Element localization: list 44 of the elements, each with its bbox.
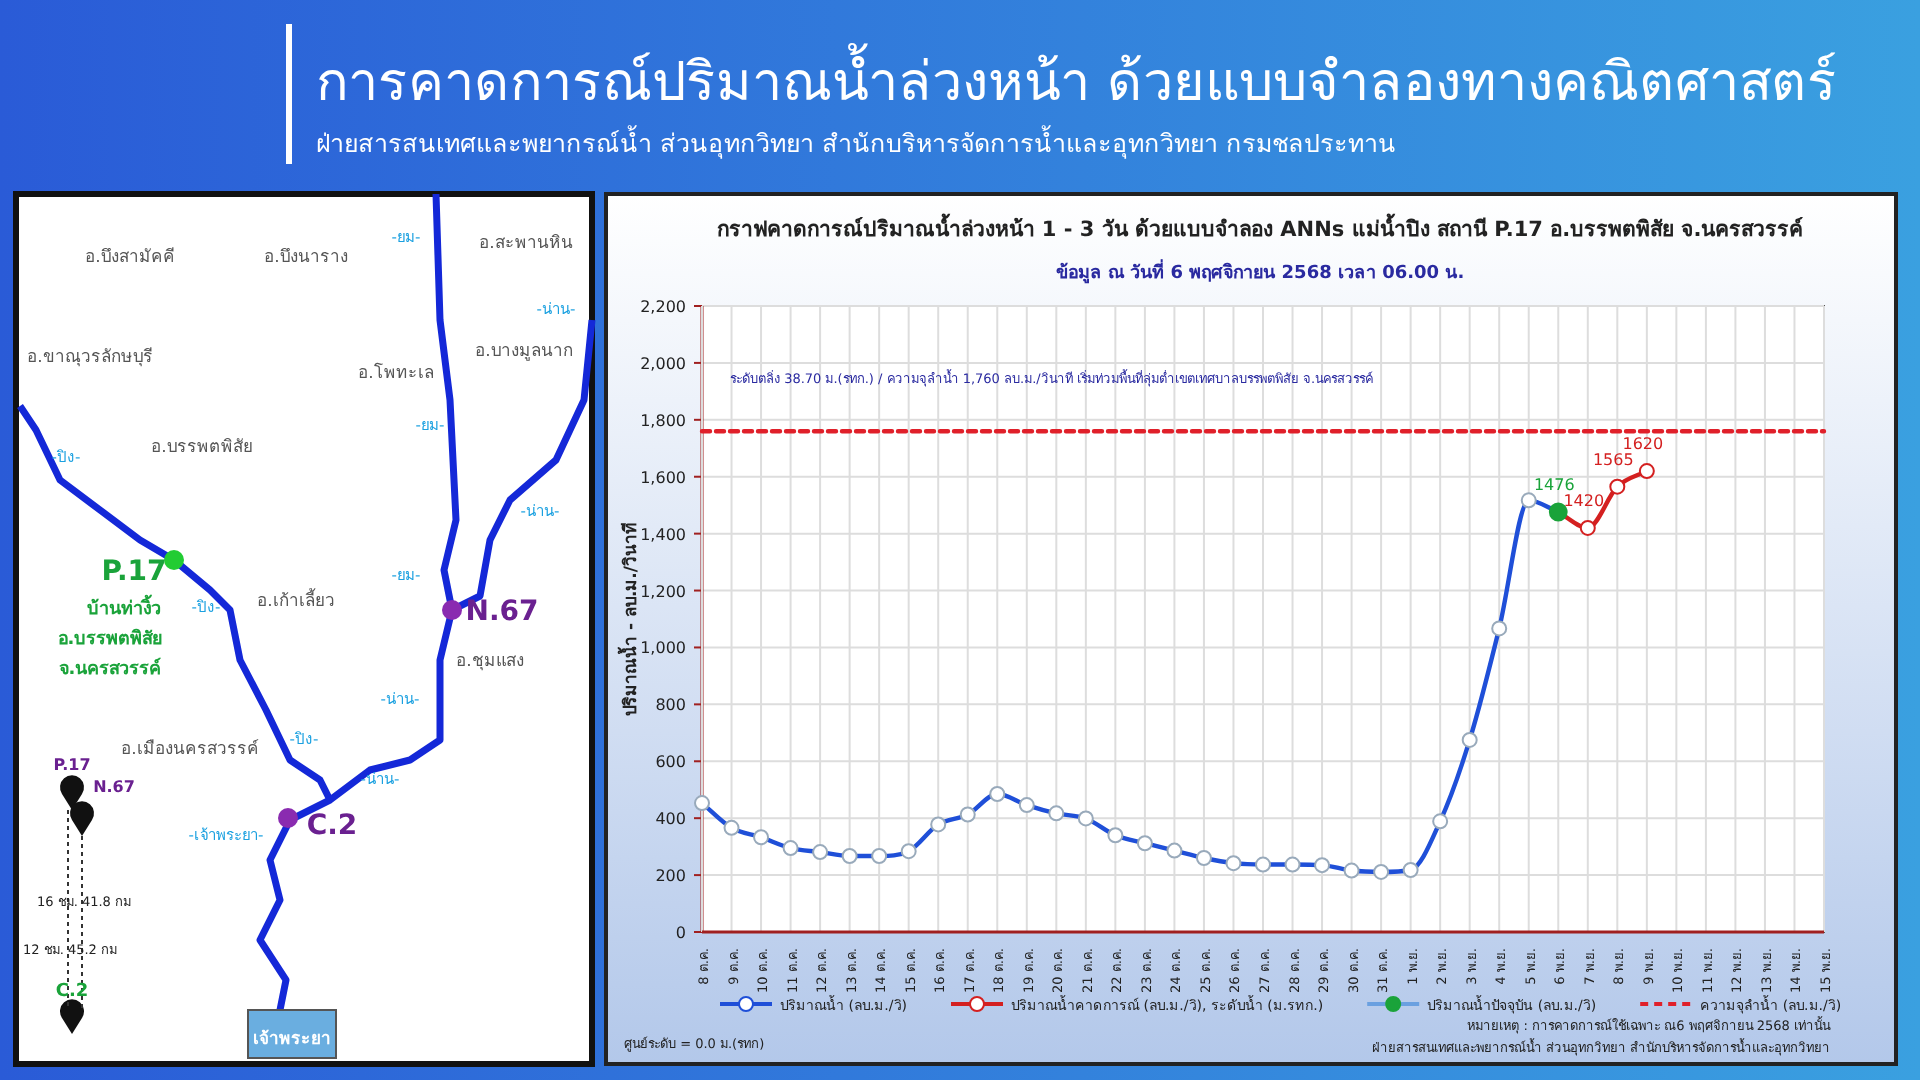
text: จ.นครสวรรค์ (58, 656, 162, 680)
y-tick-label: 800 (655, 696, 686, 715)
chart-title: กราฟคาดการณ์ปริมาณน้ำล่วงหน้า 1 - 3 วัน ด้วยแบบจำลอง ANNs แม่น้ำปิง สถานี P.17 อ.บรรพตพิสัย จ.นครสวรรค์ (716, 212, 1804, 242)
y-tick-label: 400 (655, 810, 686, 829)
data-label: 1476 (1533, 476, 1575, 495)
y-tick-label: 2,200 (640, 298, 686, 316)
text: อ.ขาณุวรลักษบุรี (27, 346, 153, 368)
chart-subtitle: ข้อมูล ณ วันที่ 6 พฤศจิกายน 2568 เวลา 06.00 น. (1055, 258, 1465, 284)
text: การคาดการณ์ปริมาณน้ำล่วงหน้า ด้วยแบบจำลองทางคณิตศาสตร์ (316, 42, 1838, 114)
text: อ.บางมูลนาก (475, 342, 573, 362)
text: อ.เมืองนครสวรรค์ (121, 738, 259, 760)
data-label: 1565 (1592, 450, 1634, 469)
text: บ้านท่างิ้ว (87, 594, 161, 620)
point (1579, 519, 1596, 536)
point (1638, 463, 1655, 480)
y-tick-label: 1,400 (640, 525, 686, 544)
y-tick-label: 1,200 (640, 582, 686, 601)
y-tick-label: 1,800 (640, 411, 686, 430)
text: อ.บรรพตพิสัย (151, 438, 253, 458)
data-label: 1620 (1622, 435, 1664, 454)
y-axis-title: ปริมาณน้ำ - ลบ.ม./วินาที (616, 521, 642, 717)
y-tick-label: 0 (675, 924, 686, 942)
text: อ.บึงสามัคคี (85, 246, 175, 268)
text: อ.บึงนาราง (264, 248, 348, 268)
data-label: 1420 (1563, 491, 1605, 510)
text: อ.โพทะเล (358, 362, 434, 384)
text: อ.สะพานหิน (479, 234, 573, 254)
text: อ.ชุมแสง (456, 652, 524, 672)
text: ฝ่ายสารสนเทศและพยากรณ์น้ำ ส่วนอุทกวิทยา สำนักบริหารจัดการน้ำและอุทกวิทยา กรมชลประทาน (316, 124, 1396, 160)
text: C.2 (55, 982, 89, 1002)
text: N.67 (93, 778, 135, 796)
text: P.17 (101, 556, 167, 588)
text: P.17 (53, 756, 91, 774)
y-tick-label: 1,600 (640, 468, 686, 487)
text: C.2 (306, 810, 358, 842)
y-tick-label: 600 (655, 753, 686, 772)
text: อ.เก้าเลี้ยว (257, 588, 335, 612)
text: เจ้าพระยา (253, 1028, 331, 1050)
y-tick-label: 200 (655, 867, 686, 886)
y-tick-label: 1,000 (640, 639, 686, 658)
text: อ.บรรพตพิสัย (57, 628, 163, 650)
text: N.67 (465, 596, 539, 628)
point (1609, 478, 1626, 495)
y-tick-label: 2,000 (640, 354, 686, 373)
